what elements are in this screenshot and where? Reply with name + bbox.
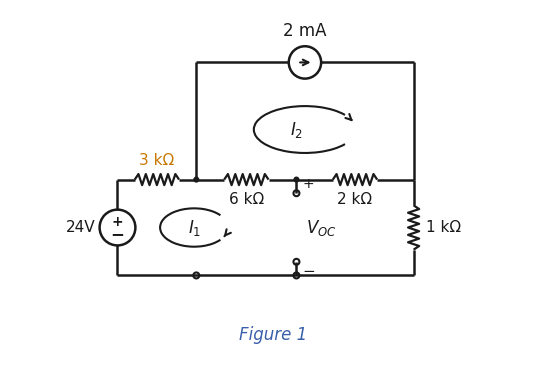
Text: 2 mA: 2 mA bbox=[283, 22, 327, 40]
Text: −: − bbox=[110, 225, 124, 244]
Text: 1 kΩ: 1 kΩ bbox=[425, 220, 461, 235]
Text: 3 kΩ: 3 kΩ bbox=[139, 152, 175, 168]
Text: 6 kΩ: 6 kΩ bbox=[229, 191, 264, 207]
Circle shape bbox=[294, 177, 299, 182]
Text: 2 kΩ: 2 kΩ bbox=[337, 191, 372, 207]
Text: $I_1$: $I_1$ bbox=[187, 217, 201, 238]
Text: $V_{OC}$: $V_{OC}$ bbox=[306, 217, 336, 238]
Text: 24V: 24V bbox=[66, 220, 96, 235]
Text: $I_2$: $I_2$ bbox=[290, 119, 303, 140]
Text: −: − bbox=[302, 264, 315, 279]
Text: Figure 1: Figure 1 bbox=[239, 326, 307, 344]
Text: +: + bbox=[112, 215, 123, 229]
Text: +: + bbox=[302, 177, 314, 191]
Circle shape bbox=[194, 177, 199, 182]
